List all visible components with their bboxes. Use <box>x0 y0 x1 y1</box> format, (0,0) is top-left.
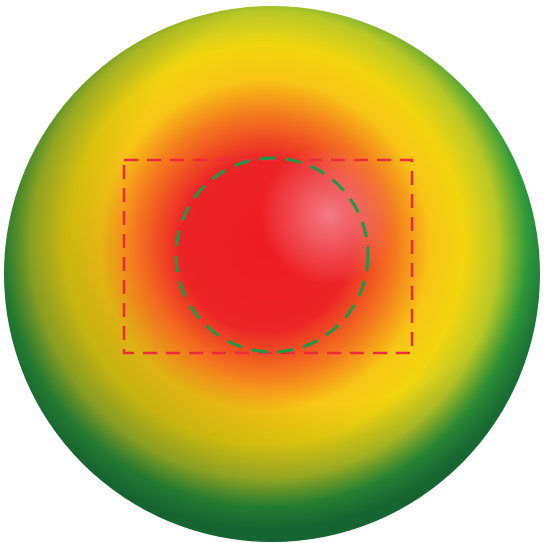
dashed-rectangle <box>122 158 414 355</box>
highlight <box>260 145 400 285</box>
dashed-circle <box>174 156 370 354</box>
sphere-shade <box>4 6 540 542</box>
